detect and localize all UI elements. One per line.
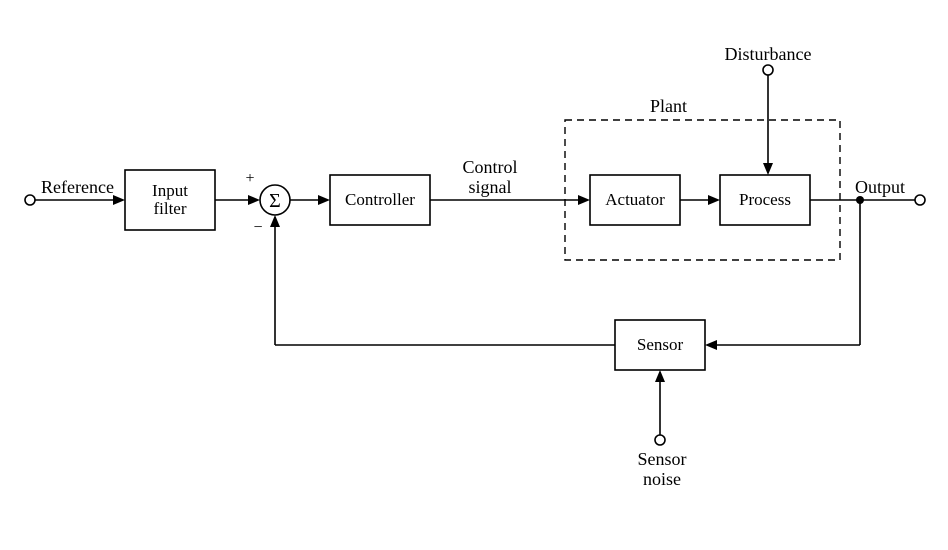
plant-label: Plant: [650, 96, 687, 116]
sum-minus: −: [253, 219, 262, 236]
actuator-label: Actuator: [605, 190, 665, 209]
reference-terminal: [25, 195, 35, 205]
label-control_signal1: Control: [462, 157, 517, 177]
label-control_signal2: signal: [469, 177, 512, 197]
sensor-label: Sensor: [637, 335, 684, 354]
label-sensor2: noise: [643, 469, 681, 489]
sum-plus: +: [245, 170, 254, 187]
input-filter-label: Input: [152, 181, 188, 200]
label-reference: Reference: [41, 177, 114, 197]
input-filter-label: filter: [153, 199, 186, 218]
output-terminal: [915, 195, 925, 205]
controller-label: Controller: [345, 190, 415, 209]
label-output: Output: [855, 177, 905, 197]
label-disturbance: Disturbance: [725, 44, 812, 64]
output-node: [856, 196, 864, 204]
disturbance-terminal: [763, 65, 773, 75]
sigma-symbol: Σ: [269, 190, 281, 212]
sensor-noise-terminal: [655, 435, 665, 445]
label-sensor1: Sensor: [638, 449, 687, 469]
process-label: Process: [739, 190, 791, 209]
